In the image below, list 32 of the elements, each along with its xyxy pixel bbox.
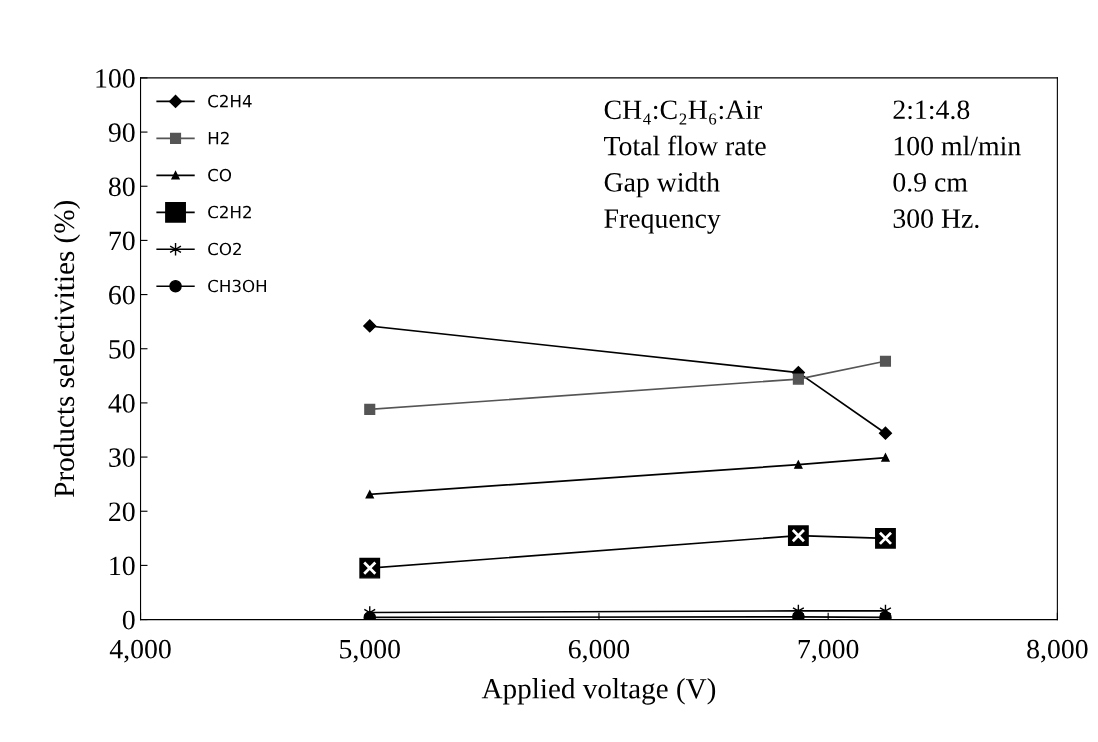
- annotation: Total flow rate: [604, 135, 766, 156]
- y-tick-label: 60: [109, 285, 135, 305]
- legend-label: CO: [208, 168, 232, 182]
- legend-label: C2H2: [208, 205, 251, 219]
- legend-label: C2H4: [208, 94, 252, 108]
- y-tick-label: 10: [110, 556, 135, 576]
- y-tick-label: 70: [109, 231, 135, 251]
- y-tick-label: 90: [108, 123, 135, 142]
- x-tick-label: 5,000: [340, 639, 400, 663]
- x-axis-title: Applied voltage (V): [481, 678, 716, 705]
- y-axis-title: Products selectivities (%): [53, 200, 81, 497]
- legend-label: H2: [208, 131, 229, 145]
- x-tick-label: 7,000: [798, 639, 859, 663]
- annotation: CH₄:C₂H₆:Air: [604, 100, 762, 125]
- annotation: 0.9 cm: [893, 172, 968, 192]
- y-tick-label: 20: [109, 502, 135, 522]
- annotation: 300 Hz.: [893, 209, 979, 229]
- legend-label: CH3OH: [208, 279, 266, 293]
- annotation: 2:1:4.8: [893, 100, 970, 120]
- y-tick-label: 40: [108, 394, 135, 413]
- annotation: 100 ml/min: [894, 135, 1021, 156]
- y-tick-label: 100: [96, 69, 135, 88]
- x-tick-label: 4,000: [109, 639, 171, 663]
- y-tick-label: 30: [109, 448, 135, 467]
- x-tick-label: 8,000: [1027, 639, 1088, 663]
- x-tick-label: 6,000: [568, 639, 630, 663]
- legend-label: CO2: [208, 242, 241, 256]
- annotation: Gap width: [604, 172, 720, 198]
- y-tick-label: 80: [108, 177, 135, 197]
- y-tick-label: 50: [109, 339, 135, 359]
- y-tick-label: 0: [122, 610, 135, 630]
- annotation: Frequency: [604, 209, 721, 234]
